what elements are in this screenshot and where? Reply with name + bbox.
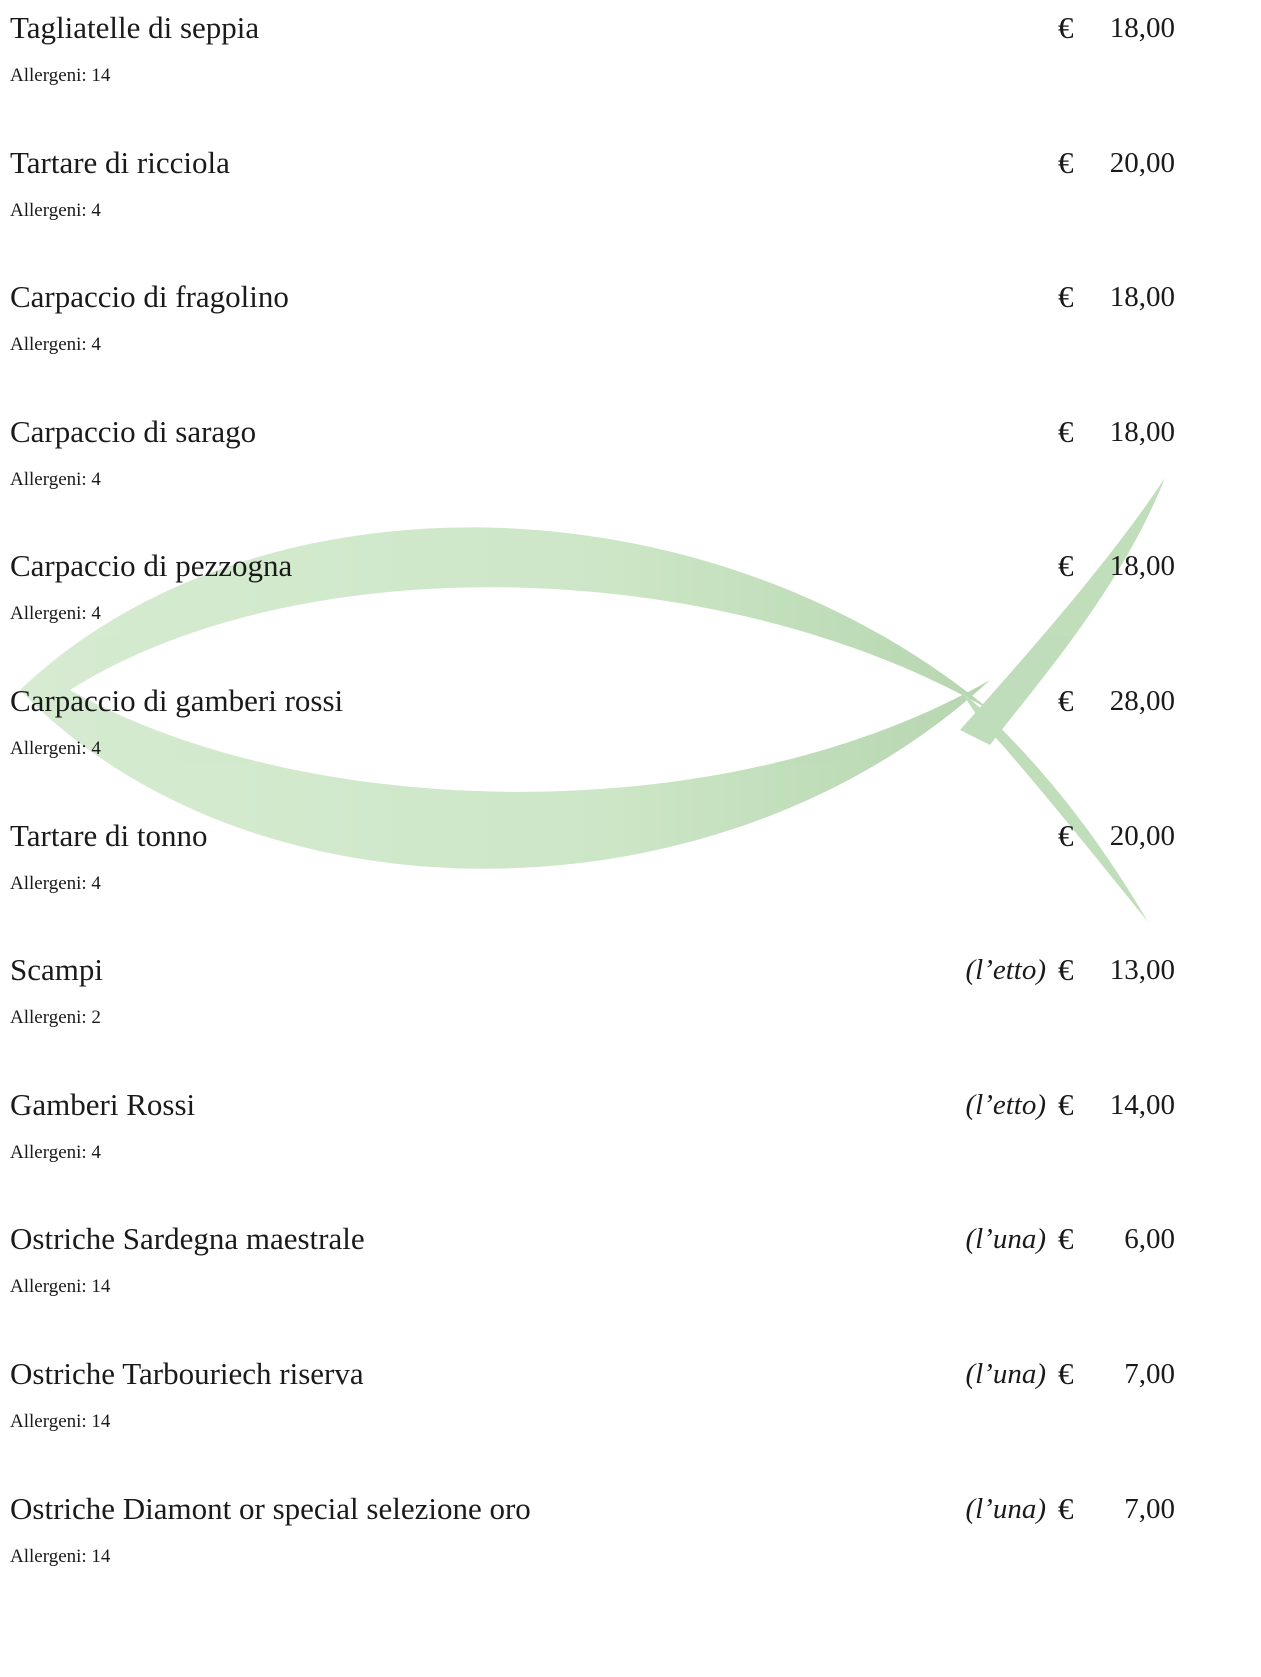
item-price: 18,00 xyxy=(1109,415,1175,448)
item-currency: € xyxy=(1058,1356,1074,1391)
item-currency: € xyxy=(1058,952,1074,988)
item-price: 13,00 xyxy=(1109,954,1175,987)
item-currency: € xyxy=(1058,144,1074,180)
item-price: 28,00 xyxy=(1109,685,1175,717)
item-price: 7,00 xyxy=(1124,1358,1175,1390)
item-allergens: Allergeni: 4 xyxy=(10,603,101,625)
item-allergens: Allergeni: 4 xyxy=(10,872,101,894)
item-name: Carpaccio di fragolino xyxy=(10,279,289,315)
item-currency: € xyxy=(1058,1490,1074,1526)
item-name: Carpaccio di pezzogna xyxy=(10,548,293,584)
item-currency: € xyxy=(1058,817,1074,853)
item-allergens: Allergeni: 4 xyxy=(10,334,101,356)
item-name: Carpaccio di gamberi rossi xyxy=(10,683,344,718)
item-name: Ostriche Diamont or special selezione or… xyxy=(10,1490,531,1526)
item-allergens: Allergeni: 4 xyxy=(10,738,101,759)
item-currency: € xyxy=(1058,1086,1074,1122)
item-name: Gamberi Rossi xyxy=(10,1086,196,1122)
item-allergens: Allergeni: 14 xyxy=(10,1276,111,1298)
item-price: 6,00 xyxy=(1124,1223,1175,1256)
item-currency: € xyxy=(1058,10,1074,45)
item-currency: € xyxy=(1058,413,1074,449)
item-price: 18,00 xyxy=(1109,12,1175,44)
item-allergens: Allergeni: 14 xyxy=(10,1545,111,1567)
item-name: Tagliatelle di seppia xyxy=(10,10,260,45)
item-currency: € xyxy=(1058,1221,1074,1257)
item-price: 18,00 xyxy=(1109,281,1175,314)
item-name: Scampi xyxy=(10,952,103,988)
fish-tail-lower xyxy=(960,690,1148,922)
item-unit: (l’etto) xyxy=(965,954,1046,987)
item-allergens: Allergeni: 14 xyxy=(10,1411,111,1432)
item-name: Carpaccio di sarago xyxy=(10,413,257,449)
item-currency: € xyxy=(1058,548,1074,584)
fish-tail-upper xyxy=(960,478,1165,745)
item-name: Tartare di tonno xyxy=(10,817,208,853)
item-price: 18,00 xyxy=(1109,550,1175,583)
fish-lower-arc xyxy=(20,680,990,869)
item-price: 14,00 xyxy=(1109,1088,1175,1121)
item-currency: € xyxy=(1058,683,1074,718)
item-allergens: Allergeni: 14 xyxy=(10,65,111,86)
item-price: 20,00 xyxy=(1109,819,1175,852)
item-unit: (l’una) xyxy=(965,1358,1046,1390)
fish-upper-arc xyxy=(20,527,990,710)
item-allergens: Allergeni: 4 xyxy=(10,468,101,490)
item-name: Ostriche Sardegna maestrale xyxy=(10,1221,365,1257)
item-allergens: Allergeni: 4 xyxy=(10,199,101,221)
item-unit: (l’una) xyxy=(965,1223,1046,1256)
item-unit: (l’una) xyxy=(965,1492,1046,1525)
item-allergens: Allergeni: 2 xyxy=(10,1007,101,1029)
item-price: 20,00 xyxy=(1109,146,1175,179)
item-name: Ostriche Tarbouriech riserva xyxy=(10,1356,364,1391)
item-price: 7,00 xyxy=(1124,1492,1175,1525)
item-currency: € xyxy=(1058,279,1074,315)
item-name: Tartare di ricciola xyxy=(10,144,230,180)
item-unit: (l’etto) xyxy=(965,1088,1046,1121)
item-allergens: Allergeni: 4 xyxy=(10,1141,101,1163)
